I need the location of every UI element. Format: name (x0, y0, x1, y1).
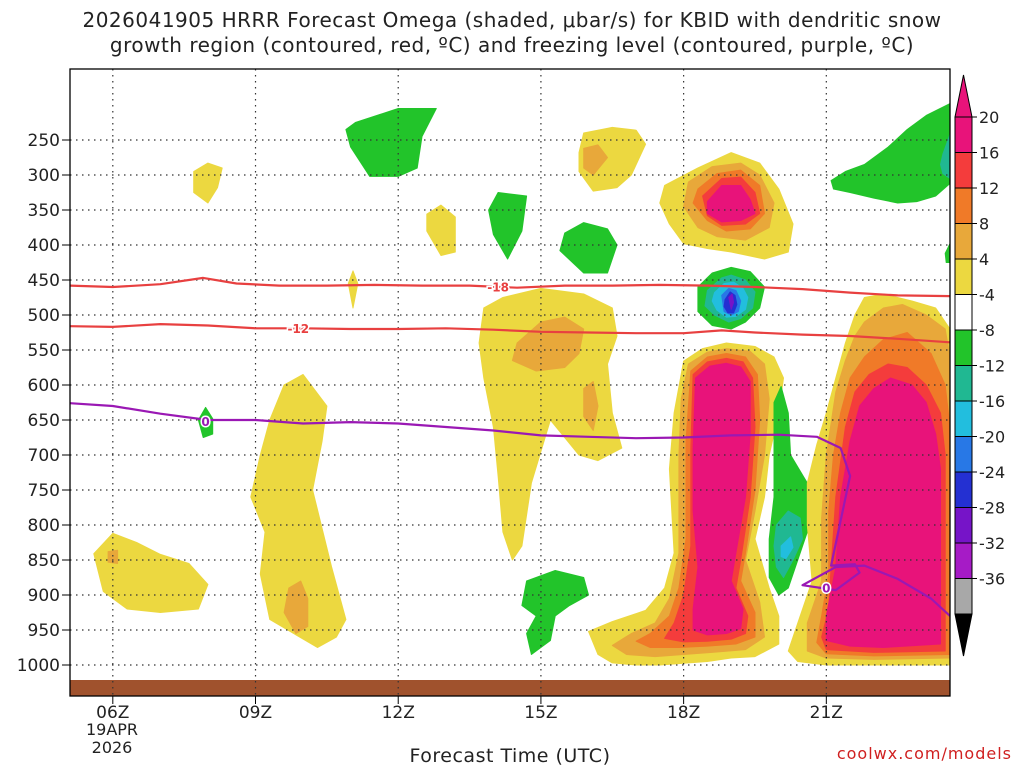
colorbar-segment (954, 258, 973, 295)
y-tick-label: 550 (28, 341, 60, 361)
colorbar-segment (954, 187, 973, 224)
x-tick-label: 21Z (810, 703, 843, 723)
contour-line (70, 276, 950, 298)
colorbar-segment (954, 400, 973, 437)
omega-region (193, 162, 223, 204)
x-axis-title: Forecast Time (UTC) (409, 745, 611, 767)
omega-region (944, 243, 950, 263)
omega-region (511, 316, 585, 372)
colorbar-segment (954, 294, 973, 331)
contour-line (70, 402, 950, 617)
plot-frame (69, 68, 951, 697)
omega-region (728, 293, 735, 310)
y-tick-label: 400 (28, 236, 60, 256)
omega-region (426, 204, 456, 256)
omega-region (250, 374, 347, 648)
omega-region (583, 144, 608, 176)
omega-region (283, 580, 309, 634)
omega-region (830, 103, 950, 204)
colorbar-label: -24 (979, 463, 1005, 482)
colorbar-segment (954, 436, 973, 473)
colorbar-segment (954, 116, 973, 153)
y-tick-label: 950 (28, 621, 60, 641)
omega-region (521, 570, 589, 655)
ground-bar (70, 680, 950, 696)
colorbar-label: -28 (979, 499, 1005, 518)
colorbar-segment (954, 507, 973, 544)
y-tick-label: 250 (28, 131, 60, 151)
y-tick-label: 850 (28, 551, 60, 571)
y-tick-label: 350 (28, 201, 60, 221)
y-tick-label: 800 (28, 516, 60, 536)
omega-region (345, 108, 437, 177)
y-tick-label: 1000 (17, 656, 60, 676)
omega-region (583, 381, 599, 431)
omega-region (347, 270, 359, 309)
x-tick-label: 18Z (667, 703, 700, 723)
colorbar-segment (954, 542, 973, 579)
colorbar-label: -12 (979, 357, 1005, 376)
x-tick-label: 12Z (382, 703, 415, 723)
y-tick-label: 300 (28, 166, 60, 186)
omega-region (940, 133, 950, 179)
colorbar-label: 12 (979, 179, 999, 198)
x-tick-label: 09Z (239, 703, 272, 723)
y-tick-label: 500 (28, 306, 60, 326)
colorbar-label: -4 (979, 286, 995, 305)
y-tick-label: 450 (28, 271, 60, 291)
colorbar-label: -8 (979, 321, 995, 340)
colorbar-segment (954, 578, 973, 615)
colorbar-segment (954, 223, 973, 260)
colorbar-bottom-arrow (954, 613, 973, 657)
colorbar-segment (954, 471, 973, 508)
omega-region (780, 536, 794, 560)
colorbar-label: -36 (979, 570, 1005, 589)
colorbar-label: -16 (979, 392, 1005, 411)
colorbar-label: -32 (979, 534, 1005, 553)
y-tick-label: 900 (28, 586, 60, 606)
colorbar-segment (954, 152, 973, 189)
x-tick-label: 15Z (524, 703, 557, 723)
y-tick-label: 650 (28, 411, 60, 431)
contour-label: 0 (822, 582, 830, 596)
chart-title-line-2: growth region (contoured, red, ºC) and f… (109, 33, 915, 57)
omega-region (488, 192, 528, 260)
colorbar-segment (954, 365, 973, 402)
y-tick-label: 600 (28, 376, 60, 396)
omega-region (107, 549, 119, 564)
colorbar: 20 16 12 8 4 -4 -8 -12 -16 -20 -24 -28 -32 -36 (954, 74, 1005, 657)
x-date-year: 2026 (92, 738, 133, 757)
colorbar-label: 8 (979, 215, 989, 234)
colorbar-label: 20 (979, 108, 999, 127)
contour-label: 0 (201, 415, 209, 429)
colorbar-segment (954, 329, 973, 366)
x-date-day: 19APR (86, 720, 138, 739)
omega-region (692, 362, 751, 636)
omega-region (197, 406, 214, 438)
colorbar-top-arrow (954, 74, 973, 118)
y-tick-label: 750 (28, 481, 60, 501)
omega-region (706, 185, 756, 223)
colorbar-label: 16 (979, 144, 999, 163)
x-tick-label: 06Z (96, 703, 129, 723)
colorbar-label: -20 (979, 428, 1005, 447)
credit-text: coolwx.com/models (836, 744, 1012, 763)
chart-title-line-1: 2026041905 HRRR Forecast Omega (shaded, … (82, 8, 942, 32)
y-tick-label: 700 (28, 446, 60, 466)
contour-label: -18 (487, 281, 509, 295)
omega-region (93, 532, 209, 613)
contour-line (70, 323, 950, 344)
omega-region (559, 222, 618, 274)
contour-label: -12 (287, 322, 309, 336)
colorbar-label: 4 (979, 250, 989, 269)
